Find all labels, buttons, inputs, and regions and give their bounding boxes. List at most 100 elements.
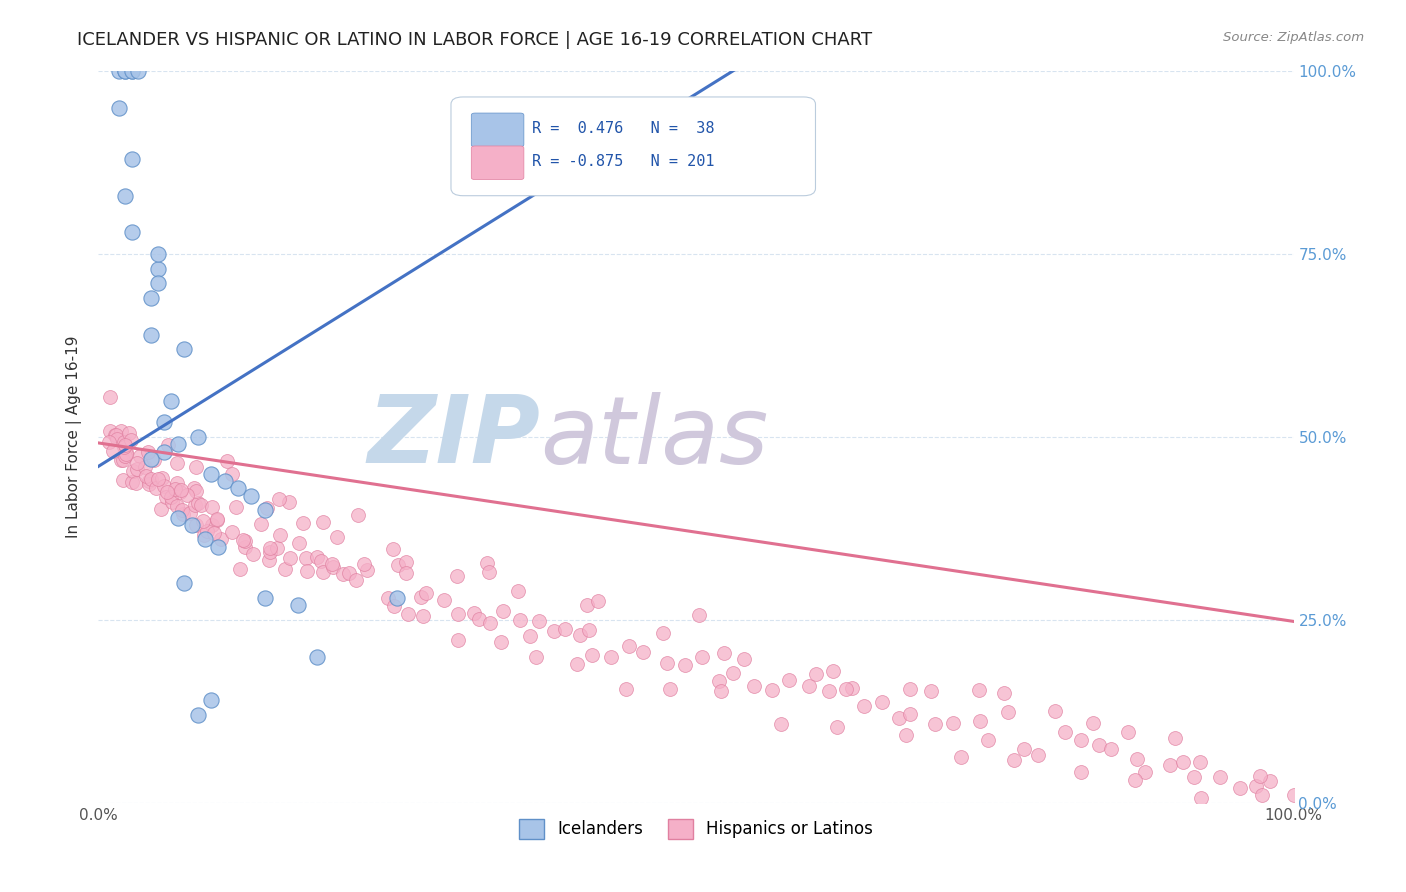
Point [274,562,297,576]
Point [166,475,188,490]
Point [120,433,142,447]
Point [1249,769,1271,783]
Point [690,650,713,665]
Point [233,540,256,554]
Point [797,679,820,693]
Point [125,461,148,475]
Point [118,425,141,440]
Point [1282,788,1305,802]
Point [769,716,792,731]
Point [259,544,281,558]
Point [894,728,917,742]
Point [1244,779,1267,793]
Point [887,711,910,725]
Point [256,500,278,515]
Point [202,526,225,541]
Point [631,645,654,659]
Point [221,525,243,540]
Point [134,459,156,474]
Point [1123,772,1146,787]
Point [269,491,291,506]
Point [195,524,218,538]
Point [228,562,250,576]
Point [657,657,679,671]
Point [1099,742,1122,756]
Point [211,533,233,547]
Point [710,684,733,698]
Point [114,64,136,78]
Point [104,427,127,442]
Point [396,607,419,621]
Point [259,541,281,555]
Point [112,434,135,449]
FancyBboxPatch shape [451,97,815,195]
Point [347,508,370,523]
Point [395,566,418,580]
Point [821,664,844,678]
Point [568,628,591,642]
Point [114,64,136,78]
Point [478,565,501,579]
Point [761,682,783,697]
Point [295,550,318,565]
Text: ZIP: ZIP [368,391,541,483]
Point [412,609,434,624]
Point [942,715,965,730]
Point [121,152,143,166]
Point [825,720,848,734]
Point [190,498,212,512]
Point [1081,715,1104,730]
Point [447,607,470,621]
Text: Source: ZipAtlas.com: Source: ZipAtlas.com [1223,31,1364,45]
Point [385,591,409,605]
Point [139,291,162,305]
Point [121,64,143,78]
Point [377,591,399,606]
Point [924,716,946,731]
Point [170,483,193,497]
Point [145,481,167,495]
Point [509,614,531,628]
Point [1014,742,1036,756]
Point [969,683,991,698]
Point [841,681,863,695]
Point [207,540,229,554]
Point [200,467,222,481]
Y-axis label: In Labor Force | Age 16-19: In Labor Force | Age 16-19 [66,335,83,539]
Point [1164,731,1187,745]
Point [194,533,217,547]
Point [588,594,610,608]
Point [920,684,942,698]
Point [107,101,129,115]
Point [139,327,162,342]
Point [153,479,176,493]
Point [146,472,169,486]
Point [617,639,640,653]
Point [138,476,160,491]
Point [447,633,470,648]
Point [167,437,190,451]
Point [387,558,409,573]
Point [778,673,800,687]
Point [835,682,858,697]
Point [870,695,893,709]
Point [468,612,491,626]
Point [148,261,170,276]
Point [1070,733,1092,747]
Point [166,499,188,513]
Point [309,554,332,568]
Point [187,430,209,444]
Point [121,475,143,489]
Point [135,468,157,483]
Point [332,567,354,582]
Point [969,714,991,728]
Point [169,484,191,499]
Point [148,247,170,261]
Point [112,453,135,467]
Point [1126,752,1149,766]
Point [184,459,207,474]
Point [1028,748,1050,763]
Point [122,464,145,478]
Point [148,277,170,291]
Point [269,528,291,542]
